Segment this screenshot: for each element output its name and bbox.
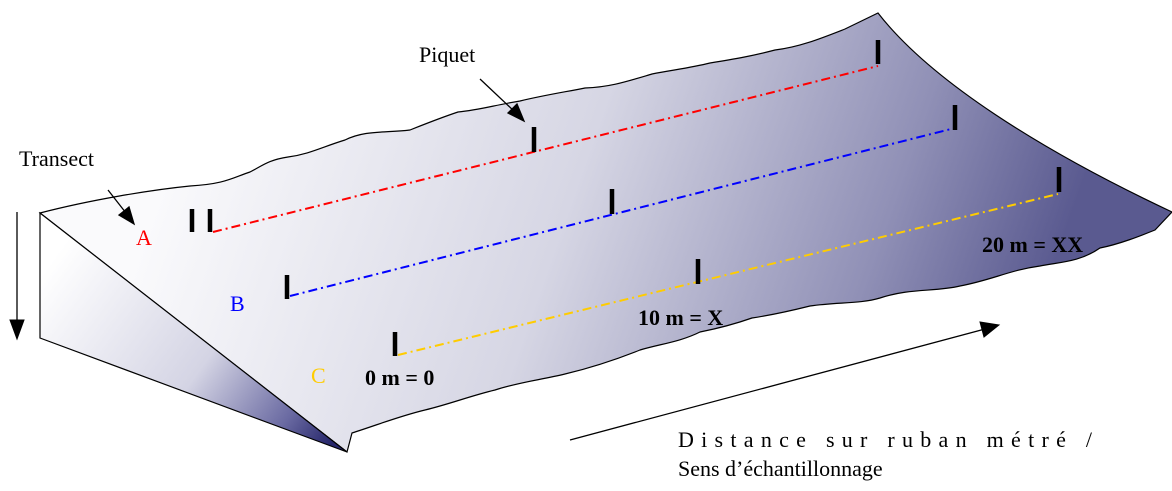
transect-pointer-head <box>117 205 136 226</box>
distance-caption-line2: Sens d’échantillonnage <box>678 456 883 481</box>
transect-label: Transect <box>19 146 94 171</box>
callout-arrows <box>107 78 526 226</box>
transect-line-b <box>289 127 956 297</box>
distance-mark-ten: 10 m = X <box>638 305 723 330</box>
transect-pointer-arrow <box>107 189 127 214</box>
transect-lines <box>212 65 1059 356</box>
sampling-direction-arrow <box>569 321 1001 441</box>
piquet-pointer-arrow <box>479 78 516 113</box>
stakes <box>189 40 1062 356</box>
transect-c-label: C <box>311 363 326 388</box>
transect-b-label: B <box>230 291 245 316</box>
piquet-pointer-head <box>506 102 526 123</box>
distance-caption-line1: Distance sur ruban métré / <box>678 427 1093 452</box>
transect-line-a <box>212 65 879 233</box>
slope-top-surface <box>38 12 1172 454</box>
transect-a-label: A <box>136 225 152 250</box>
distance-mark-twenty: 20 m = XX <box>982 232 1083 257</box>
slope-side-face <box>39 211 348 453</box>
piquet-label: Piquet <box>419 42 475 67</box>
distance-mark-zero: 0 m = 0 <box>365 365 434 390</box>
downslope-arrow <box>9 212 25 341</box>
